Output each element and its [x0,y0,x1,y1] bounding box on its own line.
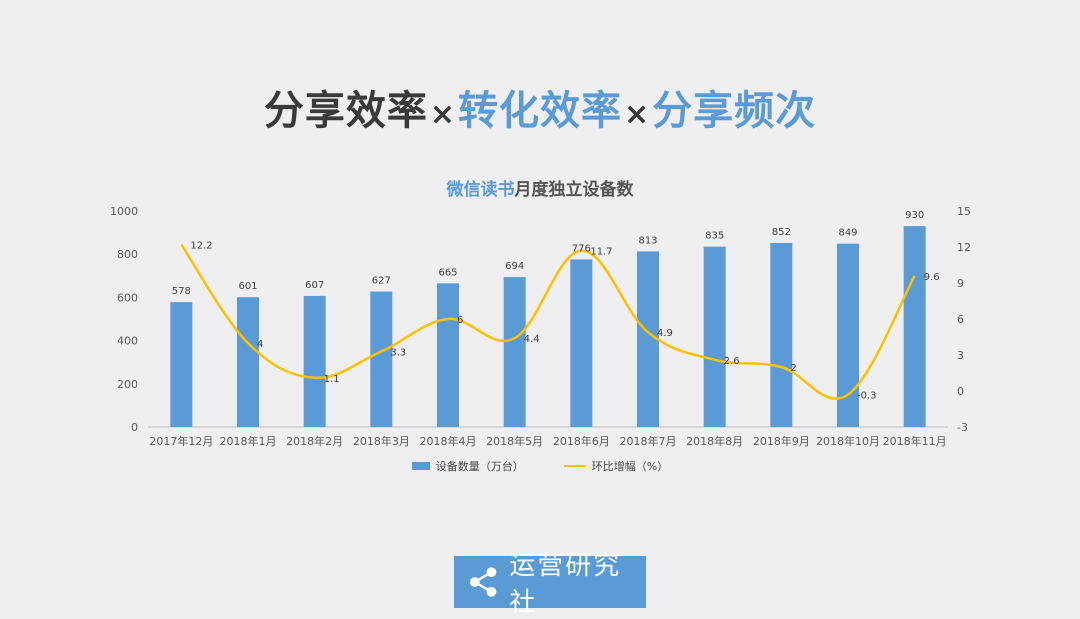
line-data-label: -0.3 [857,391,877,402]
x-tick-label: 2018年9月 [753,434,810,448]
bar [837,243,859,427]
bar [370,291,393,427]
bar [770,242,793,427]
y-right-tick-label: 12 [957,241,971,254]
line-data-label: 4.4 [524,334,540,345]
legend-label-line: 环比增幅（%） [591,460,669,473]
x-tick-label: 2018年5月 [486,434,543,448]
bar-data-label: 930 [905,210,924,221]
line-data-label: 4.9 [657,328,673,339]
headline-part-1: 分享效率 [263,88,428,134]
line-data-label: 2 [790,363,796,374]
bar-data-label: 607 [305,280,324,291]
bar-data-label: 694 [505,261,524,272]
headline: 分享效率×转化效率×分享频次 [0,78,1080,136]
bar-data-label: 852 [772,227,791,238]
chart-title-rest: 月度独立设备数 [514,180,634,200]
x-tick-label: 2018年7月 [620,434,677,448]
line-data-label: 3.3 [390,347,406,358]
y-left-tick-label: 800 [117,248,138,261]
headline-times-1: × [429,97,456,132]
bar [570,259,593,427]
brand-logo: 运营研究社 [454,551,646,618]
bar [903,226,926,427]
bar-data-label: 627 [372,276,391,287]
legend: 设备数量（万台） 环比增幅（%） [0,458,1080,474]
x-tick-label: 2018年6月 [553,434,610,448]
bar [703,246,726,427]
bar [170,302,193,427]
line-data-label: 6 [457,315,463,326]
y-left-tick-label: 0 [131,421,138,434]
legend-item-line: 环比增幅（%） [563,458,669,474]
bar-data-label: 835 [705,231,724,242]
headline-part-2: 转化效率 [458,88,622,134]
headline-part-3: 分享频次 [652,88,817,134]
bar-data-label: 578 [172,286,191,297]
y-left-tick-label: 200 [117,378,138,391]
share-icon [469,567,497,597]
bar-data-label: 813 [638,235,657,246]
bar [503,277,526,427]
bar [237,297,259,427]
line-data-label: 9.6 [924,272,940,283]
x-tick-label: 2018年4月 [420,434,477,448]
bar-data-label: 601 [238,281,257,292]
x-tick-label: 2018年8月 [686,434,743,448]
y-right-tick-label: 9 [957,277,964,290]
line-data-label: 1.1 [324,374,340,385]
y-left-tick-label: 1000 [110,205,138,218]
x-tick-label: 2018年2月 [286,434,343,448]
legend-swatch-line [563,465,586,467]
bar-data-label: 776 [572,243,591,254]
x-tick-label: 2018年3月 [353,434,410,448]
chart-title: 微信读书月度独立设备数 [0,175,1080,200]
y-right-tick-label: 15 [957,205,971,218]
y-right-tick-label: 0 [957,385,964,398]
y-right-tick-label: 3 [957,349,964,362]
y-left-tick-label: 600 [117,291,138,304]
chart-title-highlight: 微信读书 [446,180,515,200]
y-right-tick-label: 6 [957,313,964,326]
bar [437,283,459,427]
line-data-label: 12.2 [190,241,212,252]
headline-times-2: × [624,97,651,132]
legend-swatch-bars [411,462,430,470]
x-tick-label: 2017年12月 [149,434,213,448]
x-tick-label: 2018年11月 [883,434,947,448]
bar [303,295,326,427]
y-left-tick-label: 400 [117,335,138,348]
legend-label-bars: 设备数量（万台） [435,460,524,473]
y-right-tick-label: -3 [957,421,968,434]
legend-item-bars: 设备数量（万台） [411,458,524,474]
bar [637,251,659,427]
bar-data-label: 849 [838,228,857,239]
bar-data-label: 665 [438,267,457,278]
line-data-label: 2.6 [724,356,740,367]
line-data-label: 11.7 [590,247,612,258]
line-data-label: 4 [257,339,263,350]
x-tick-label: 2018年10月 [816,434,880,448]
line-series-path [180,243,916,400]
x-tick-label: 2018年1月 [220,434,277,448]
